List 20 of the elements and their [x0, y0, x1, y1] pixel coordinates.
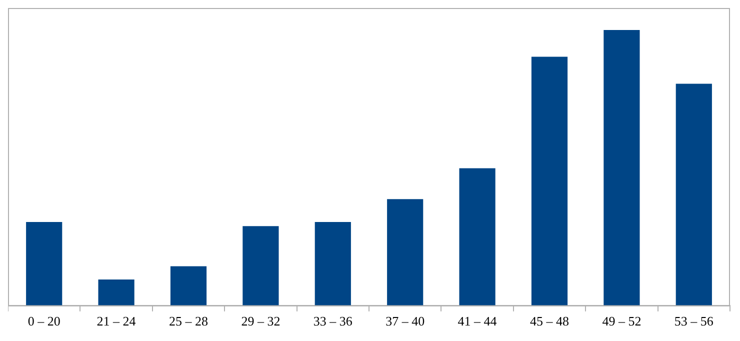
- bar: [676, 84, 712, 306]
- bar: [26, 222, 62, 306]
- bar: [459, 168, 496, 306]
- bar: [387, 199, 424, 306]
- x-tick-label: 0 – 20: [28, 314, 60, 329]
- x-tick-label: 25 – 28: [169, 314, 208, 329]
- x-tick-label: 37 – 40: [386, 314, 425, 329]
- bar: [242, 226, 279, 306]
- x-tick-label: 49 – 52: [602, 314, 642, 329]
- bar: [314, 222, 351, 306]
- x-tick-label: 41 – 44: [458, 314, 498, 329]
- bar: [98, 280, 134, 306]
- x-tick-label: 53 – 56: [674, 314, 714, 329]
- bar: [170, 266, 207, 306]
- x-tick-label: 21 – 24: [96, 314, 136, 329]
- x-tick-label: 29 – 32: [241, 314, 280, 329]
- bar: [531, 56, 568, 306]
- x-tick-label: 33 – 36: [313, 314, 353, 329]
- x-tick-label: 45 – 48: [530, 314, 569, 329]
- bar: [604, 30, 640, 306]
